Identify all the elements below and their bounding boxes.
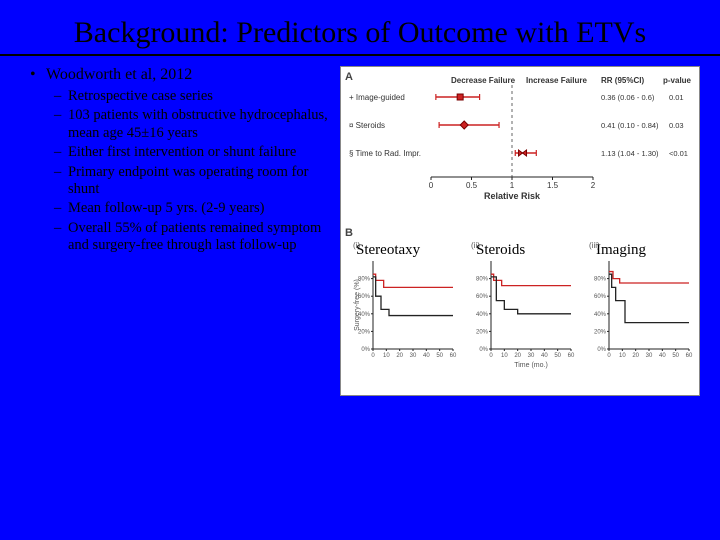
svg-text:0.5: 0.5: [466, 181, 478, 190]
svg-text:10: 10: [501, 353, 508, 359]
svg-text:60: 60: [686, 353, 693, 359]
svg-text:30: 30: [528, 353, 535, 359]
svg-text:2: 2: [591, 181, 596, 190]
km-panels: B(i)0%20%40%60%80%0102030405060Surgery-f…: [345, 239, 695, 389]
sub-bullets: Retrospective case series 103 patients wi…: [54, 88, 330, 255]
svg-text:20: 20: [632, 353, 639, 359]
svg-text:40%: 40%: [476, 312, 489, 318]
figure-composite: A Decrease Failure Increase Failure RR (95…: [340, 66, 700, 396]
svg-text:20: 20: [396, 353, 403, 359]
svg-text:p-value: p-value: [663, 76, 692, 85]
sub-bullet: 103 patients with obstructive hydrocepha…: [54, 107, 330, 142]
km-panel: (i)0%20%40%60%80%0102030405060Surgery-fr…: [351, 239, 459, 373]
svg-text:0: 0: [371, 353, 375, 359]
text-column: Woodworth et al, 2012 Retrospective case…: [30, 66, 330, 396]
km-overlay-label: Steroids: [476, 242, 525, 259]
forest-plot-panel: A Decrease Failure Increase Failure RR (95…: [345, 71, 695, 221]
forest-plot-svg: Decrease Failure Increase Failure RR (95%C…: [345, 71, 697, 221]
chart-column: A Decrease Failure Increase Failure RR (95…: [330, 66, 708, 396]
svg-text:10: 10: [383, 353, 390, 359]
svg-text:40%: 40%: [594, 312, 607, 318]
svg-text:Decrease Failure: Decrease Failure: [451, 76, 516, 85]
svg-text:0%: 0%: [361, 347, 370, 353]
sub-bullet: Overall 55% of patients remained symptom…: [54, 220, 330, 255]
sub-bullet: Primary endpoint was operating room for …: [54, 164, 330, 199]
slide-body: Woodworth et al, 2012 Retrospective case…: [0, 66, 720, 396]
svg-text:40: 40: [541, 353, 548, 359]
km-panel: (ii)0%20%40%60%80%0102030405060Time (mo.…: [469, 239, 577, 373]
svg-text:Increase Failure: Increase Failure: [526, 76, 587, 85]
sub-bullet: Mean follow-up 5 yrs. (2-9 years): [54, 200, 330, 217]
svg-text:+ Image-guided: + Image-guided: [349, 93, 405, 102]
svg-text:60: 60: [568, 353, 575, 359]
svg-text:Surgery-free (%): Surgery-free (%): [354, 279, 361, 331]
svg-text:50: 50: [436, 353, 443, 359]
svg-text:¤ Steroids: ¤ Steroids: [349, 121, 385, 130]
svg-text:0.03: 0.03: [669, 121, 684, 130]
km-svg: 0%20%40%60%80%0102030405060Surgery-free …: [351, 257, 459, 369]
bullet-main-text: Woodworth et al, 2012: [46, 66, 192, 83]
svg-text:§ Time to Rad. Impr.: § Time to Rad. Impr.: [349, 149, 421, 158]
km-panel: (iii)0%20%40%60%80%0102030405060: [587, 239, 695, 373]
svg-text:60: 60: [450, 353, 457, 359]
svg-text:1.5: 1.5: [547, 181, 559, 190]
svg-text:0: 0: [489, 353, 493, 359]
svg-text:RR (95%CI): RR (95%CI): [601, 76, 644, 85]
svg-text:40: 40: [423, 353, 430, 359]
km-overlay-label: Imaging: [596, 242, 646, 259]
svg-text:Time (mo.): Time (mo.): [514, 362, 548, 369]
svg-text:40: 40: [659, 353, 666, 359]
svg-text:20%: 20%: [594, 329, 607, 335]
svg-text:60%: 60%: [594, 294, 607, 300]
svg-text:1: 1: [510, 181, 515, 190]
svg-text:50: 50: [554, 353, 561, 359]
svg-text:0%: 0%: [597, 347, 606, 353]
svg-text:<0.01: <0.01: [669, 149, 688, 158]
svg-text:0: 0: [607, 353, 611, 359]
svg-text:1.13 (1.04 - 1.30): 1.13 (1.04 - 1.30): [601, 149, 659, 158]
panel-a-label: A: [345, 71, 353, 83]
svg-text:30: 30: [410, 353, 417, 359]
svg-text:20: 20: [514, 353, 521, 359]
svg-text:50: 50: [672, 353, 679, 359]
svg-text:0.41 (0.10 - 0.84): 0.41 (0.10 - 0.84): [601, 121, 659, 130]
bullet-main: Woodworth et al, 2012 Retrospective case…: [46, 66, 330, 255]
svg-text:80%: 80%: [476, 277, 489, 283]
svg-text:0.01: 0.01: [669, 93, 684, 102]
svg-text:80%: 80%: [594, 277, 607, 283]
sub-bullet: Either first intervention or shunt failu…: [54, 144, 330, 161]
panel-b-label: B: [345, 227, 353, 239]
svg-text:Relative Risk: Relative Risk: [484, 191, 541, 201]
svg-text:60%: 60%: [476, 294, 489, 300]
km-svg: 0% 20% 40% 60% 80% 0 10 20 30 40 50 60: [587, 257, 695, 369]
svg-text:20%: 20%: [476, 329, 489, 335]
km-overlay-label: Stereotaxy: [356, 242, 420, 259]
slide-title: Background: Predictors of Outcome with E…: [0, 0, 720, 56]
svg-text:0%: 0%: [479, 347, 488, 353]
svg-text:30: 30: [646, 353, 653, 359]
svg-text:10: 10: [619, 353, 626, 359]
sub-bullet: Retrospective case series: [54, 88, 330, 105]
svg-text:0: 0: [429, 181, 434, 190]
km-svg: 0% 20% 40% 60% 80% 0 10 20 30 40 50 60 Time (mo.): [469, 257, 577, 369]
svg-text:0.36 (0.06 - 0.6): 0.36 (0.06 - 0.6): [601, 93, 655, 102]
